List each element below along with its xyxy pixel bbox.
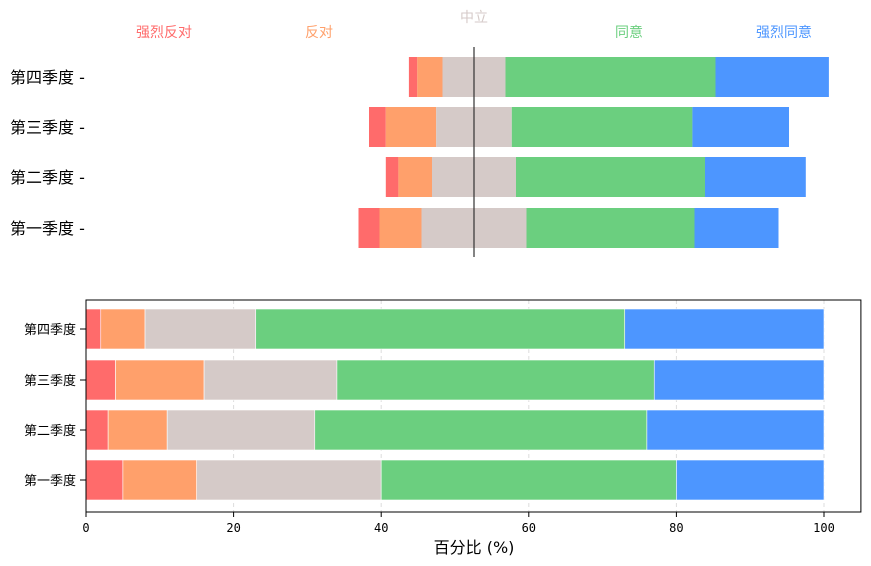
category-label: 第四季度 (24, 322, 76, 338)
x-tick-label: 100 (813, 521, 835, 535)
legend-label: 强烈反对 (136, 25, 192, 41)
bar-segment (255, 308, 626, 350)
bar-segment (107, 409, 168, 451)
bar-segment (511, 107, 693, 147)
bar-segment (417, 57, 443, 97)
bar-segment (505, 57, 716, 97)
bar-segment (624, 308, 825, 350)
bar-segment (122, 459, 198, 501)
bar-segment (369, 107, 386, 147)
bar-segment (692, 107, 789, 147)
bar-segment (336, 359, 655, 401)
bar-segment (358, 208, 380, 248)
x-tick-label: 20 (226, 521, 240, 535)
category-label: 第三季度 - (10, 118, 85, 137)
x-axis-label: 百分比 (%) (434, 538, 515, 557)
bar-segment (100, 308, 146, 350)
bar-segment (85, 459, 124, 501)
category-label: 第二季度 (24, 423, 76, 439)
bar-segment (385, 157, 399, 197)
stacked-chart: 第一季度 第二季度 第三季度 第四季度 0 20 40 60 80 100 百分比 (%) (24, 299, 862, 557)
bar-segment (715, 57, 829, 97)
bar-segment (196, 459, 382, 501)
category-label: 第一季度 (24, 473, 76, 489)
legend-label: 强烈同意 (756, 24, 812, 41)
category-label: 第四季度 - (10, 68, 85, 87)
x-tick-label: 80 (669, 521, 683, 535)
bar-segment (85, 409, 109, 451)
bar-segment (516, 157, 705, 197)
category-label: 第一季度 - (10, 219, 85, 238)
x-tick-label: 40 (374, 521, 388, 535)
bar-segment (646, 409, 825, 451)
x-tick-label: 60 (522, 521, 536, 535)
bar-segment (144, 308, 257, 350)
bar-segment (85, 359, 116, 401)
bar-segment (115, 359, 205, 401)
axes-frame (85, 299, 862, 513)
bar-segment (166, 409, 316, 451)
bar-segment (694, 208, 779, 248)
bar-segment (526, 208, 695, 248)
bar-segment (85, 308, 102, 350)
bar-segment (385, 107, 437, 147)
bar-segment (203, 359, 338, 401)
x-tick-label: 0 (82, 521, 89, 535)
bar-segment (379, 208, 422, 248)
bar-segment (398, 157, 432, 197)
legend-label: 反对 (305, 25, 333, 41)
bar-segment (380, 459, 677, 501)
legend-label: 中立 (460, 10, 488, 26)
legend-label: 同意 (615, 24, 643, 41)
category-label: 第三季度 (24, 373, 76, 389)
bar-segment (676, 459, 825, 501)
bar-segment (705, 157, 806, 197)
category-label: 第二季度 - (10, 168, 85, 187)
bar-segment (314, 409, 648, 451)
bar-segment (408, 57, 418, 97)
bar-segment (653, 359, 825, 401)
